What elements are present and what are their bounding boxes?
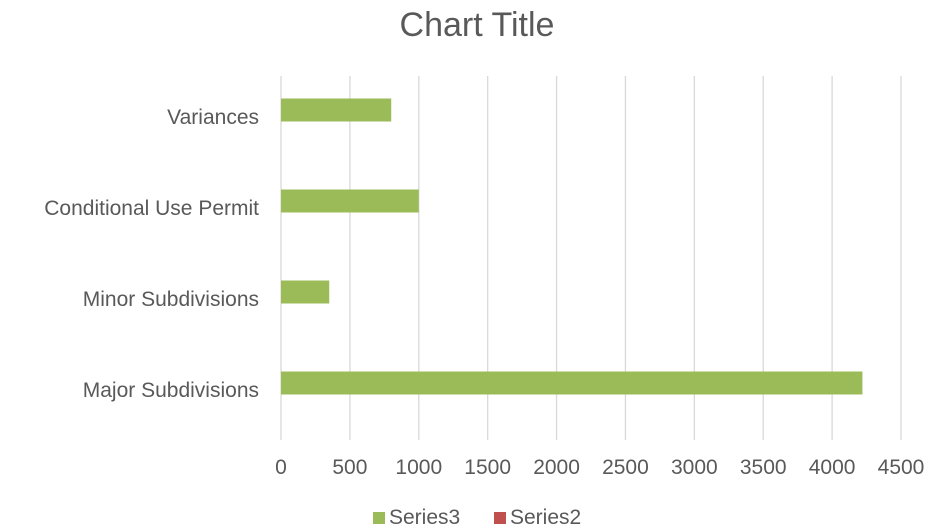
x-tick-label: 3500 <box>740 456 787 479</box>
legend-label-series3: Series3 <box>389 506 460 529</box>
x-tick-label: 0 <box>275 456 287 479</box>
x-tick-label: 500 <box>332 456 367 479</box>
category-label: Conditional Use Permit <box>44 197 259 220</box>
x-tick-label: 2500 <box>602 456 649 479</box>
bar-series3-1 <box>281 280 330 304</box>
legend-label-series2: Series2 <box>510 506 581 529</box>
bars <box>281 98 863 395</box>
tick-labels: 0 500 1000 1500 2000 2500 3000 3500 4000 4500 <box>275 456 924 479</box>
category-label: Major Subdivisions <box>83 379 259 402</box>
x-tick-label: 4500 <box>878 456 925 479</box>
gridlines <box>349 76 902 440</box>
legend: Series3 Series2 <box>373 506 581 529</box>
bar-series3-3 <box>281 98 392 122</box>
chart-title: Chart Title <box>400 6 555 44</box>
category-label: Minor Subdivisions <box>83 288 259 311</box>
legend-swatch-series3 <box>373 512 385 524</box>
x-tick-label: 4000 <box>809 456 856 479</box>
category-label: Variances <box>167 106 259 129</box>
x-tick-label: 1500 <box>464 456 511 479</box>
x-tick-label: 3000 <box>671 456 718 479</box>
category-labels: Major Subdivisions Minor Subdivisions Cond… <box>44 106 259 402</box>
x-tick-label: 2000 <box>533 456 580 479</box>
legend-swatch-series2 <box>494 512 506 524</box>
x-tick-label: 1000 <box>395 456 442 479</box>
bar-series3-0 <box>281 371 863 395</box>
bar-series3-2 <box>281 189 419 213</box>
